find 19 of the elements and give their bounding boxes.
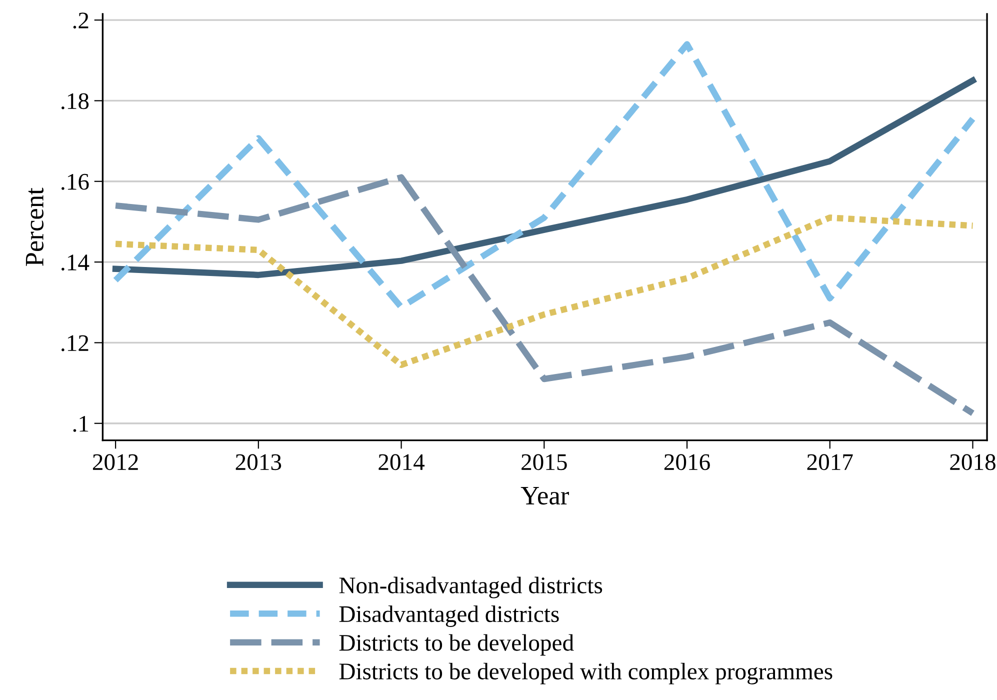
x-tick-label: 2017 — [807, 454, 853, 470]
y-tick-label: .12 — [62, 335, 88, 352]
legend-label: Non-disadvantaged districts — [339, 576, 602, 598]
legend-label: Disadvantaged districts — [339, 606, 559, 627]
x-tick-label: 2016 — [664, 454, 710, 470]
x-axis-title: Year — [520, 487, 569, 505]
x-tick-label: 2014 — [378, 454, 425, 470]
y-axis-title: Percent — [26, 188, 44, 266]
y-tick-label: .2 — [73, 12, 88, 29]
x-tick-label: 2013 — [236, 454, 282, 470]
y-tick-label: .14 — [62, 254, 90, 271]
legend-label: Districts to be developed with complex programmes — [339, 662, 832, 684]
x-tick-label: 2018 — [950, 454, 996, 470]
y-tick-label: .16 — [62, 174, 89, 190]
x-tick-label: 2012 — [92, 454, 138, 470]
legend-label: Districts to be developed — [339, 634, 574, 656]
y-tick-label: .1 — [73, 416, 88, 432]
x-tick-label: 2015 — [522, 454, 567, 470]
y-tick-label: .18 — [62, 93, 89, 110]
